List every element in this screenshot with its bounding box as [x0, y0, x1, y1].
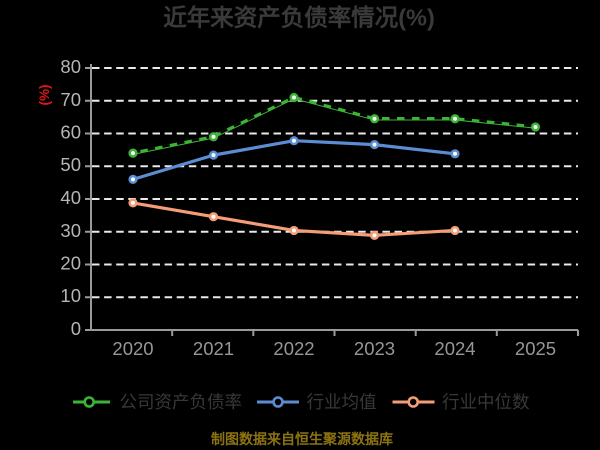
svg-text:20: 20 — [60, 253, 81, 274]
svg-text:行业中位数: 行业中位数 — [442, 392, 530, 412]
svg-text:2022: 2022 — [273, 338, 314, 359]
svg-text:10: 10 — [60, 285, 81, 306]
svg-text:行业均值: 行业均值 — [307, 392, 377, 412]
svg-text:(%): (%) — [37, 85, 52, 106]
svg-text:2021: 2021 — [193, 338, 234, 359]
svg-text:30: 30 — [60, 220, 81, 241]
svg-text:2024: 2024 — [434, 338, 475, 359]
svg-text:2020: 2020 — [112, 338, 153, 359]
svg-text:0: 0 — [71, 318, 81, 339]
svg-text:2023: 2023 — [354, 338, 395, 359]
svg-text:2025: 2025 — [515, 338, 556, 359]
svg-text:60: 60 — [60, 122, 81, 143]
svg-text:80: 80 — [60, 56, 81, 77]
svg-text:70: 70 — [60, 89, 81, 110]
svg-text:制图数据来自恒生聚源数据库: 制图数据来自恒生聚源数据库 — [211, 431, 393, 447]
svg-text:40: 40 — [60, 187, 81, 208]
svg-text:公司资产负债率: 公司资产负债率 — [120, 392, 243, 412]
svg-text:50: 50 — [60, 154, 81, 175]
svg-text:近年来资产负债率情况(%): 近年来资产负债率情况(%) — [163, 4, 435, 31]
